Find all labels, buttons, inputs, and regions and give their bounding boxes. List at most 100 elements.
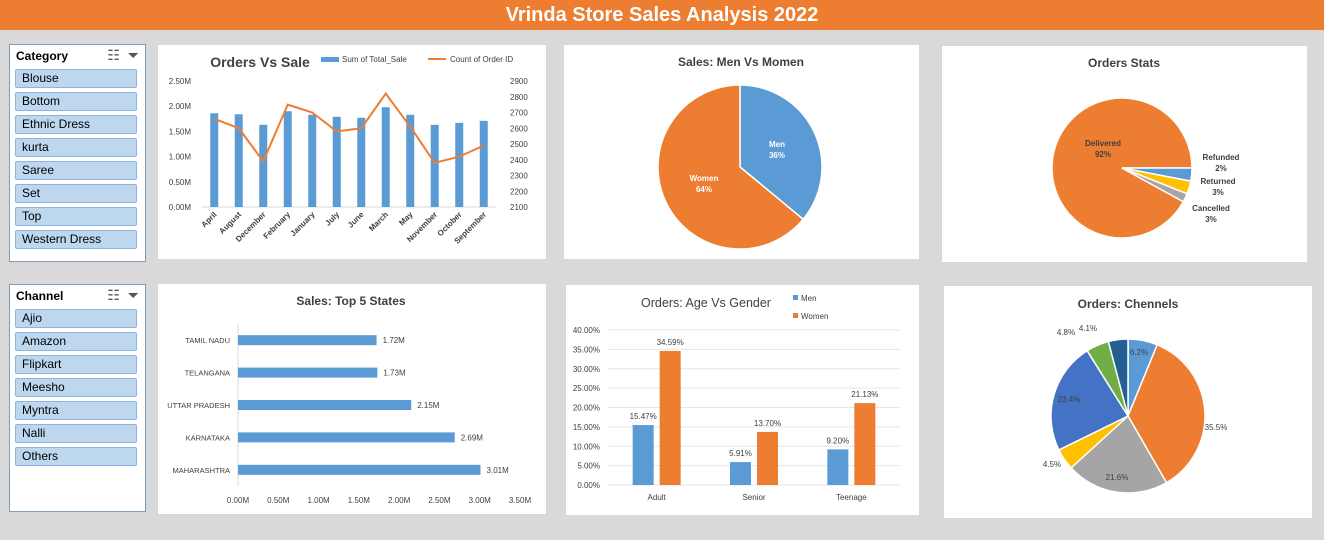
category-item-set[interactable]: Set — [15, 184, 137, 203]
y-tick-label: 2.50M — [169, 77, 192, 86]
data-label: 1.73M — [383, 369, 406, 378]
y-tick-label: 35.00% — [573, 345, 600, 354]
channel-slicer[interactable]: Channel ☷ ⏷ Ajio Amazon Flipkart Meesho Myntr… — [9, 284, 146, 512]
data-label: 5.91% — [729, 449, 752, 458]
category-item-saree[interactable]: Saree — [15, 161, 137, 180]
channel-item-nalli[interactable]: Nalli — [15, 424, 137, 443]
category-item-bottom[interactable]: Bottom — [15, 92, 137, 111]
data-label: 34.59% — [657, 338, 684, 347]
channel-item-myntra[interactable]: Myntra — [15, 401, 137, 420]
x-tick-label: 1.50M — [348, 496, 371, 505]
bar-state — [238, 400, 412, 410]
y-tick-label: KARNATAKA — [186, 433, 230, 442]
label-cancelled: Cancelled — [1192, 204, 1230, 213]
category-item-blouse[interactable]: Blouse — [15, 69, 137, 88]
data-label: 9.20% — [826, 436, 849, 445]
clear-filter-icon[interactable]: ⏷ — [127, 287, 139, 303]
orders-channels-panel[interactable]: Orders: Chennels 6.2% 35.5% 21.6% 4.5% 23.4% 4… — [944, 286, 1312, 518]
channel-item-amazon[interactable]: Amazon — [15, 332, 137, 351]
channel-item-ajio[interactable]: Ajio — [15, 309, 137, 328]
y-tick-label: 30.00% — [573, 365, 600, 374]
y-tick-label: 10.00% — [573, 442, 600, 451]
x-tick-label: February — [262, 210, 293, 241]
x-tick-label: 2.00M — [388, 496, 411, 505]
y-tick-label: 2.00M — [169, 102, 192, 111]
y-tick-label: 15.00% — [573, 423, 600, 432]
bar-state — [238, 335, 377, 346]
x-tick-label: 2.50M — [428, 496, 451, 505]
bar-sale — [430, 124, 439, 207]
y2-tick-label: 2500 — [510, 140, 528, 149]
top5-states-panel[interactable]: Sales: Top 5 States 0.00M 0.50M 1.00M 1.50M 2… — [158, 284, 546, 514]
legend-swatch-women — [793, 313, 798, 318]
bar-state — [238, 367, 378, 378]
clear-filter-icon[interactable]: ⏷ — [127, 47, 139, 63]
multi-select-icon[interactable]: ☷ — [107, 47, 120, 63]
slice-men — [739, 84, 823, 221]
chart-title: Orders: Chennels — [1078, 297, 1179, 311]
data-label: 13.70% — [754, 419, 781, 428]
bar-men — [730, 462, 751, 485]
orders-stats-panel[interactable]: Orders Stats Delivered 92% Refunded 2% Return… — [942, 46, 1307, 262]
dashboard-title: Vrinda Store Sales Analysis 2022 — [0, 0, 1324, 30]
age-vs-gender-panel[interactable]: Orders: Age Vs Gender Men Women 0.00% 5.00% 1… — [566, 285, 919, 515]
bar-men — [632, 425, 654, 485]
category-slicer-title: Category — [16, 49, 69, 63]
legend-label-sale: Sum of Total_Sale — [342, 55, 407, 64]
legend-label-orders: Count of Order ID — [450, 55, 513, 64]
x-tick-label: 0.50M — [267, 496, 290, 505]
category-item-kurta[interactable]: kurta — [15, 138, 137, 157]
data-label: 1.72M — [383, 336, 406, 345]
sales-men-women-chart: Sales: Men Vs Momen Men 36% Women 64% — [657, 55, 823, 250]
y-tick-label: TAMIL NADU — [185, 336, 230, 345]
bar-sale — [259, 124, 268, 207]
bar-sale — [332, 116, 341, 207]
label-women: Women — [690, 174, 719, 183]
category-item-ethnic-dress[interactable]: Ethnic Dress — [15, 115, 137, 134]
channel-item-others[interactable]: Others — [15, 447, 137, 466]
channel-item-flipkart[interactable]: Flipkart — [15, 355, 137, 374]
chart-title: Sales: Men Vs Momen — [678, 55, 804, 69]
sales-men-women-panel[interactable]: Sales: Men Vs Momen Men 36% Women 64% — [564, 45, 919, 259]
y2-tick-label: 2600 — [510, 124, 528, 133]
data-label: 35.5% — [1205, 423, 1228, 432]
legend-swatch-sale — [321, 57, 339, 62]
channel-item-meesho[interactable]: Meesho — [15, 378, 137, 397]
category-slicer[interactable]: Category ☷ ⏷ Blouse Bottom Ethnic Dress kurt… — [9, 44, 146, 262]
y-tick-label: 25.00% — [573, 384, 600, 393]
channel-slicer-header: Channel ☷ ⏷ — [10, 285, 145, 307]
y-tick-label: 0.50M — [169, 178, 192, 187]
y-tick-label: UTTAR PRADESH — [167, 401, 230, 410]
y2-tick-label: 2800 — [510, 93, 528, 102]
data-label: 2.69M — [461, 433, 484, 442]
chart-title: Orders Stats — [1088, 56, 1160, 70]
category-item-top[interactable]: Top — [15, 207, 137, 226]
x-tick-label: 1.00M — [307, 496, 330, 505]
bar-sale — [357, 117, 366, 207]
x-tick-label: May — [397, 210, 415, 228]
label-men: Men — [769, 140, 785, 149]
orders-stats-chart: Orders Stats Delivered 92% Refunded 2% Return… — [1051, 56, 1240, 239]
value-returned: 3% — [1212, 188, 1224, 197]
category-item-western-dress[interactable]: Western Dress — [15, 230, 137, 249]
y-tick-label: MAHARASHTRA — [172, 466, 230, 475]
multi-select-icon[interactable]: ☷ — [107, 287, 120, 303]
x-tick-label: March — [367, 210, 390, 233]
orders-vs-sale-panel[interactable]: Orders Vs Sale Sum of Total_Sale Count of … — [158, 45, 546, 259]
channel-slicer-title: Channel — [16, 289, 64, 303]
category-slicer-header: Category ☷ ⏷ — [10, 45, 145, 67]
bar-sale — [455, 122, 464, 207]
bar-women — [757, 431, 778, 485]
y-tick-label: 0.00M — [169, 203, 192, 212]
bar-sale — [234, 114, 243, 207]
legend-label-women: Women — [801, 312, 828, 321]
x-tick-label: 3.00M — [469, 496, 492, 505]
bar-sale — [308, 114, 317, 207]
value-women: 64% — [696, 185, 712, 194]
legend-label-men: Men — [801, 294, 817, 303]
bar-women — [854, 403, 876, 485]
value-refunded: 2% — [1215, 164, 1227, 173]
y2-tick-label: 2900 — [510, 77, 528, 86]
slice-refunded — [1121, 167, 1189, 203]
data-label: 21.13% — [851, 390, 878, 399]
